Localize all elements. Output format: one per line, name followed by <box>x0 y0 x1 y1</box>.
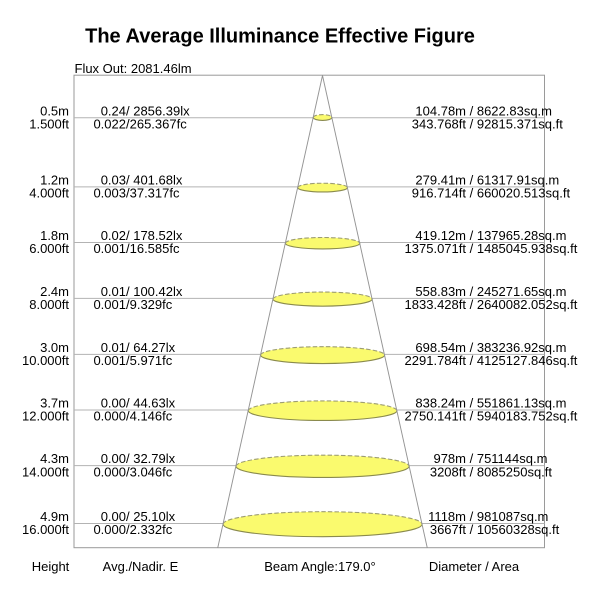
svg-text:698.54m: 698.54m <box>415 340 466 355</box>
svg-text:/ 660020.513sq.ft: / 660020.513sq.ft <box>466 186 570 201</box>
svg-text:/ 10560328sq.ft: / 10560328sq.ft <box>466 522 560 537</box>
svg-text:0.022: 0.022 <box>93 117 126 132</box>
svg-text:/16.585fc: /16.585fc <box>126 241 180 256</box>
svg-text:/4.146fc: /4.146fc <box>126 409 173 424</box>
svg-text:3.0m: 3.0m <box>40 340 69 355</box>
svg-text:/ 92815.371sq.ft: / 92815.371sq.ft <box>466 117 563 132</box>
svg-text:/37.317fc: /37.317fc <box>126 186 180 201</box>
svg-text:0.5m: 0.5m <box>40 103 69 118</box>
svg-text:0.001: 0.001 <box>93 241 126 256</box>
svg-text:978m: 978m <box>433 451 466 466</box>
svg-text:/5.971fc: /5.971fc <box>126 353 173 368</box>
svg-text:/ 751144sq.m: / 751144sq.m <box>466 451 547 466</box>
svg-text:16.000ft: 16.000ft <box>22 522 69 537</box>
svg-text:/ 2640082.052sq.ft: / 2640082.052sq.ft <box>466 297 578 312</box>
svg-text:3.7m: 3.7m <box>40 396 69 411</box>
svg-text:1.8m: 1.8m <box>40 228 69 243</box>
svg-text:/ 32.79lx: / 32.79lx <box>126 451 176 466</box>
svg-text:0.01: 0.01 <box>101 340 126 355</box>
svg-text:/ 137965.28sq.m: / 137965.28sq.m <box>466 228 566 243</box>
svg-text:0.001: 0.001 <box>93 297 126 312</box>
svg-text:Beam Angle:179.0°: Beam Angle:179.0° <box>264 559 375 574</box>
svg-text:419.12m: 419.12m <box>415 228 466 243</box>
svg-text:4.000ft: 4.000ft <box>29 186 69 201</box>
svg-text:/ 245271.65sq.m: / 245271.65sq.m <box>466 284 566 299</box>
svg-text:Diameter / Area: Diameter / Area <box>429 559 520 574</box>
svg-text:10.000ft: 10.000ft <box>22 353 69 368</box>
svg-text:6.000ft: 6.000ft <box>29 241 69 256</box>
svg-text:/3.046fc: /3.046fc <box>126 464 173 479</box>
svg-text:2.4m: 2.4m <box>40 284 69 299</box>
svg-text:1.500ft: 1.500ft <box>29 117 69 132</box>
svg-text:/265.367fc: /265.367fc <box>126 117 187 132</box>
svg-text:279.41m: 279.41m <box>415 173 466 188</box>
svg-text:/ 64.27lx: / 64.27lx <box>126 340 176 355</box>
svg-text:0.24: 0.24 <box>101 103 126 118</box>
svg-text:0.003: 0.003 <box>93 186 126 201</box>
svg-text:558.83m: 558.83m <box>415 284 466 299</box>
svg-text:/ 61317.91sq.m: / 61317.91sq.m <box>466 173 559 188</box>
svg-text:/ 8085250sq.ft: / 8085250sq.ft <box>466 464 552 479</box>
svg-text:Avg./Nadir. E: Avg./Nadir. E <box>103 559 179 574</box>
svg-text:343.768ft: 343.768ft <box>412 117 467 132</box>
svg-text:2750.141ft: 2750.141ft <box>405 409 467 424</box>
svg-text:0.000: 0.000 <box>93 522 126 537</box>
svg-text:2291.784ft: 2291.784ft <box>405 353 467 368</box>
svg-text:Flux Out: 2081.46lm: Flux Out: 2081.46lm <box>75 61 192 76</box>
svg-text:Height: Height <box>32 559 70 574</box>
svg-text:/ 8622.83sq.m: / 8622.83sq.m <box>466 103 552 118</box>
svg-text:3208ft: 3208ft <box>430 464 467 479</box>
svg-text:104.78m: 104.78m <box>415 103 466 118</box>
svg-text:0.00: 0.00 <box>101 451 126 466</box>
svg-text:4.3m: 4.3m <box>40 451 69 466</box>
svg-text:0.00: 0.00 <box>101 509 126 524</box>
svg-text:0.001: 0.001 <box>93 353 126 368</box>
svg-text:1833.428ft: 1833.428ft <box>405 297 467 312</box>
svg-text:0.00: 0.00 <box>101 396 126 411</box>
svg-text:/ 551861.13sq.m: / 551861.13sq.m <box>466 396 566 411</box>
svg-text:/ 2856.39lx: / 2856.39lx <box>126 103 190 118</box>
svg-text:3667ft: 3667ft <box>430 522 467 537</box>
svg-text:/9.329fc: /9.329fc <box>126 297 173 312</box>
svg-text:8.000ft: 8.000ft <box>29 297 69 312</box>
svg-text:916.714ft: 916.714ft <box>412 186 467 201</box>
svg-text:838.24m: 838.24m <box>415 396 466 411</box>
svg-text:0.000: 0.000 <box>93 464 126 479</box>
svg-text:/ 401.68lx: / 401.68lx <box>126 173 183 188</box>
svg-text:/2.332fc: /2.332fc <box>126 522 173 537</box>
svg-text:1375.071ft: 1375.071ft <box>405 241 467 256</box>
svg-text:14.000ft: 14.000ft <box>22 464 69 479</box>
svg-text:/ 383236.92sq.m: / 383236.92sq.m <box>466 340 566 355</box>
svg-text:/ 1485045.938sq.ft: / 1485045.938sq.ft <box>466 241 578 256</box>
svg-text:1118m: 1118m <box>428 509 466 524</box>
svg-text:/ 178.52lx: / 178.52lx <box>126 228 183 243</box>
svg-text:1.2m: 1.2m <box>40 173 69 188</box>
svg-text:0.000: 0.000 <box>93 409 126 424</box>
svg-text:4.9m: 4.9m <box>40 509 69 524</box>
svg-text:0.02: 0.02 <box>101 228 126 243</box>
svg-text:The Average Illuminance Effect: The Average Illuminance Effective Figure <box>85 26 475 48</box>
svg-text:/ 5940183.752sq.ft: / 5940183.752sq.ft <box>466 409 578 424</box>
svg-text:/ 100.42lx: / 100.42lx <box>126 284 183 299</box>
svg-text:/ 4125127.846sq.ft: / 4125127.846sq.ft <box>466 353 578 368</box>
svg-text:/ 981087sq.m: / 981087sq.m <box>466 509 548 524</box>
svg-text:/ 44.63lx: / 44.63lx <box>126 396 176 411</box>
svg-text:12.000ft: 12.000ft <box>22 409 69 424</box>
svg-text:0.01: 0.01 <box>101 284 126 299</box>
svg-text:/ 25.10lx: / 25.10lx <box>126 509 176 524</box>
svg-text:0.03: 0.03 <box>101 173 126 188</box>
